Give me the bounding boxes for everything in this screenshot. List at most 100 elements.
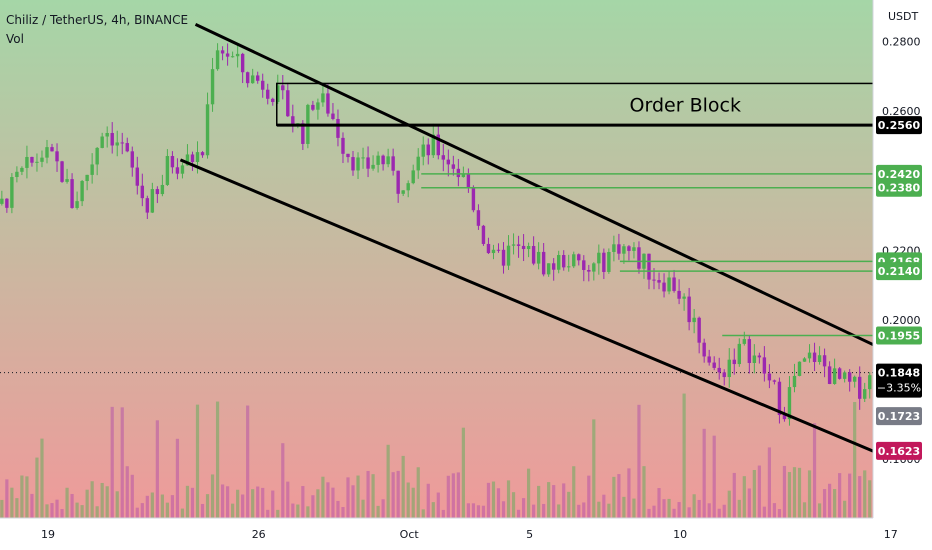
volume-bar: [777, 509, 782, 518]
volume-bar: [271, 490, 275, 518]
candle: [190, 154, 195, 162]
volume-bar: [170, 495, 175, 518]
candle: [366, 157, 370, 169]
candle: [551, 263, 556, 270]
candle: [406, 183, 410, 191]
volume-bar: [110, 406, 114, 518]
time-axis[interactable]: [0, 518, 932, 550]
plot-area[interactable]: [0, 0, 873, 518]
price-tag: [876, 441, 922, 460]
candle: [351, 157, 355, 171]
candle: [707, 356, 711, 363]
candle: [802, 358, 807, 362]
candle: [863, 389, 867, 399]
volume-bar: [331, 487, 335, 518]
volume-bar: [652, 505, 656, 518]
candle: [822, 355, 827, 367]
price-change-label: −3.35%: [877, 382, 921, 395]
volume-bar: [612, 476, 616, 518]
price-tag: [876, 407, 922, 426]
volume-bar: [657, 488, 661, 518]
zones[interactable]: Order BlockDemand zone: [276, 82, 932, 471]
volume-bar: [707, 503, 711, 518]
candle: [391, 156, 395, 171]
candle: [185, 154, 190, 166]
candle: [245, 72, 250, 84]
candle: [466, 173, 471, 189]
volume-bar: [396, 470, 400, 518]
volume-indicator-label[interactable]: Vol: [6, 32, 24, 46]
time-tick-label: 5: [526, 528, 533, 541]
volume-bar: [100, 482, 104, 518]
candle: [607, 251, 611, 272]
candle: [597, 252, 601, 264]
volume-bar: [692, 494, 696, 518]
volume-bar: [451, 473, 455, 518]
volume-bar: [552, 485, 556, 518]
candle: [170, 156, 175, 168]
volume-bar: [627, 468, 631, 518]
candle: [536, 251, 541, 264]
currency-label: USDT: [888, 10, 919, 23]
candle: [762, 357, 767, 374]
volume-bar: [185, 485, 190, 518]
candle: [526, 246, 531, 250]
candle: [5, 198, 9, 208]
candle: [516, 244, 521, 246]
price-tick-label: 0.2000: [882, 314, 921, 327]
volume-bar: [431, 502, 435, 518]
candle: [85, 174, 89, 182]
candle: [787, 387, 792, 420]
volume-bar: [582, 502, 586, 518]
volume-bar: [286, 481, 290, 518]
candle: [311, 104, 315, 110]
volume-bar: [597, 501, 601, 518]
candle: [301, 123, 305, 144]
candle: [155, 189, 160, 195]
candle: [40, 157, 44, 162]
candle: [486, 243, 491, 254]
candle: [135, 167, 139, 186]
zone-box: [276, 82, 932, 126]
volume-bar: [833, 489, 837, 518]
volume-bar: [356, 475, 360, 518]
candle: [521, 245, 526, 250]
volume-bar: [863, 470, 867, 518]
volume-bar: [567, 491, 571, 518]
volume-bar: [125, 466, 129, 518]
volume-bar: [215, 401, 220, 518]
candle: [120, 142, 124, 144]
candle: [20, 167, 24, 172]
candle: [331, 113, 335, 120]
volume-bar: [843, 500, 847, 518]
candle: [75, 201, 79, 208]
candle: [511, 244, 516, 246]
candle: [687, 296, 691, 323]
volume-bar: [526, 468, 531, 518]
candle: [456, 168, 461, 178]
volume-bar: [577, 504, 581, 518]
candle: [220, 50, 225, 54]
candle: [697, 317, 701, 343]
volume-bar: [858, 476, 862, 518]
volume-bar: [70, 493, 74, 518]
candle: [45, 147, 49, 158]
candle: [692, 317, 696, 323]
candle: [847, 372, 852, 382]
volume-bar: [225, 486, 230, 518]
volume-bar: [471, 503, 476, 518]
candle: [672, 277, 676, 291]
candle: [95, 147, 99, 165]
price-tag-label: 0.1623: [878, 445, 920, 458]
order-block-label: Order Block: [630, 94, 741, 116]
candle: [662, 282, 666, 292]
candle: [481, 225, 486, 244]
candle: [240, 53, 245, 73]
candle: [125, 143, 129, 152]
price-tag-label: 0.1723: [878, 410, 920, 423]
volume-bar: [637, 404, 641, 518]
volume-bar: [406, 482, 410, 518]
volume-bar: [5, 479, 9, 518]
candle: [577, 254, 581, 261]
